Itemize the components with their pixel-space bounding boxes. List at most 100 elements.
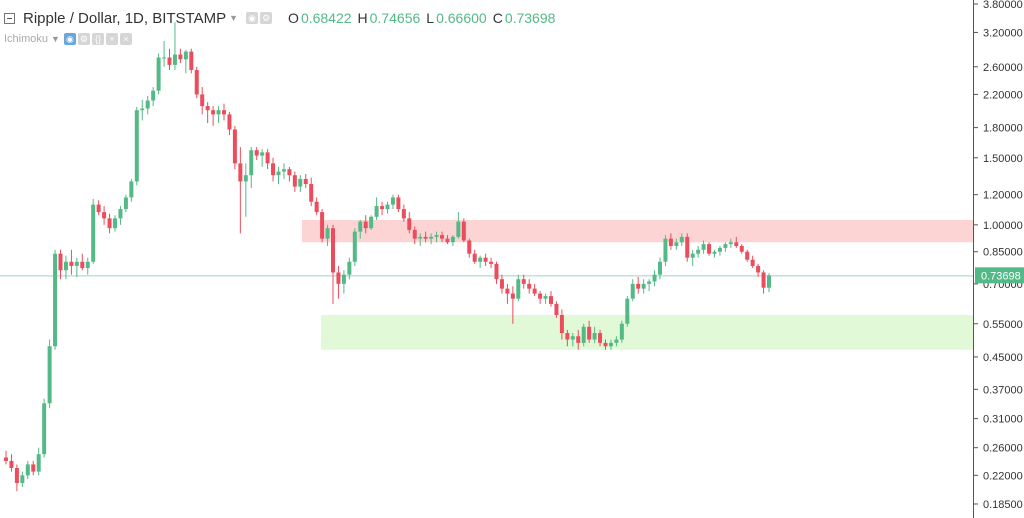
- candle: [499, 274, 504, 294]
- candle-body: [25, 464, 30, 476]
- candle-body: [717, 247, 722, 252]
- symbol-title[interactable]: Ripple / Dollar, 1D, BITSTAMP: [23, 9, 227, 27]
- candle: [102, 206, 107, 225]
- candle-body: [587, 326, 592, 340]
- candle-body: [461, 221, 466, 241]
- plus-icon[interactable]: +: [105, 33, 118, 45]
- collapse-square-icon[interactable]: [4, 12, 15, 24]
- candle-body: [767, 275, 771, 288]
- source-code-icon[interactable]: {}: [91, 33, 104, 45]
- candle: [151, 87, 156, 107]
- support-zone: [321, 314, 973, 350]
- candle-body: [630, 283, 635, 299]
- candle: [505, 283, 510, 304]
- candle-body: [663, 238, 668, 262]
- low-value: 0.66600: [436, 10, 487, 26]
- candle-body: [113, 218, 117, 229]
- candle: [461, 218, 466, 243]
- chevron-down-icon[interactable]: ▼: [229, 13, 239, 23]
- candle: [36, 447, 41, 476]
- candle-body: [516, 279, 521, 299]
- candle-body: [489, 261, 494, 264]
- candle: [478, 255, 483, 269]
- candle-body: [254, 150, 259, 156]
- eye-icon[interactable]: ◉: [246, 12, 259, 24]
- candle: [47, 339, 52, 409]
- eye-icon[interactable]: ◉: [63, 33, 76, 45]
- last-price-badge: 0.73698: [975, 267, 1024, 284]
- candle: [194, 66, 199, 99]
- candle-body: [608, 342, 613, 347]
- candle-body: [745, 251, 750, 260]
- candle: [216, 106, 221, 124]
- candle-body: [380, 206, 385, 210]
- candle-body: [47, 346, 52, 404]
- candle-body: [712, 251, 717, 254]
- candle-body: [761, 272, 766, 288]
- chevron-down-icon[interactable]: ▼: [51, 34, 60, 44]
- candle: [554, 301, 559, 318]
- candle-body: [696, 249, 701, 254]
- candle-body: [510, 293, 515, 299]
- candle-body: [641, 283, 646, 289]
- candle-body: [549, 296, 553, 304]
- price-tick-label: 0.55000: [983, 319, 1023, 331]
- price-tick-label: 0.37000: [983, 384, 1023, 396]
- symbol-legend: Ripple / Dollar, 1D, BITSTAMP ▼ ◉ ⚙ O 0.6…: [4, 8, 555, 28]
- candle: [276, 166, 281, 185]
- candle-body: [4, 457, 8, 461]
- last-price-badge-bg: [975, 267, 1024, 284]
- gear-icon[interactable]: ⚙: [77, 33, 90, 45]
- candle-body: [456, 221, 461, 237]
- candle: [767, 273, 771, 293]
- candle: [396, 194, 401, 213]
- candle: [761, 270, 766, 294]
- candle-body: [238, 163, 243, 182]
- close-icon[interactable]: ×: [119, 33, 132, 45]
- candle: [576, 329, 581, 350]
- candle: [483, 253, 488, 266]
- price-tick-label: 0.26000: [983, 443, 1023, 455]
- candle-body: [292, 175, 297, 187]
- candle-body: [36, 454, 41, 472]
- candles: [4, 22, 771, 492]
- price-axis[interactable]: 3.80000 3.20000 2.60000 2.20000 1.80000 1.500…: [973, 0, 1023, 511]
- candle: [183, 49, 188, 74]
- indicator-name[interactable]: Ichimoku: [4, 33, 49, 45]
- candle-body: [369, 216, 374, 229]
- candle: [358, 219, 363, 239]
- candle: [309, 177, 314, 207]
- candle: [74, 257, 79, 277]
- candle-body: [494, 263, 499, 280]
- candle: [663, 235, 668, 266]
- candle: [750, 255, 755, 269]
- candle: [641, 279, 646, 294]
- candle-body: [505, 288, 510, 294]
- candle-body: [80, 261, 85, 269]
- price-tick-label: 0.45000: [983, 352, 1023, 364]
- candle: [63, 255, 68, 280]
- candle-body: [374, 206, 379, 217]
- gear-icon[interactable]: ⚙: [260, 12, 273, 24]
- candle: [712, 249, 717, 258]
- candle-body: [614, 339, 619, 343]
- price-tick-label: 2.60000: [983, 62, 1023, 74]
- candle: [167, 48, 172, 70]
- candle: [652, 270, 657, 287]
- candle: [374, 197, 379, 220]
- candle: [647, 279, 652, 292]
- candle: [538, 291, 543, 304]
- candle: [53, 249, 58, 350]
- candle: [401, 204, 406, 222]
- candle: [134, 106, 139, 186]
- candle: [429, 233, 434, 245]
- candle: [232, 125, 237, 170]
- candle-body: [619, 323, 624, 340]
- candle-body: [483, 257, 488, 262]
- candle: [80, 253, 85, 271]
- candle: [96, 200, 101, 216]
- candle: [728, 238, 733, 248]
- candle: [325, 224, 330, 246]
- candle-body: [42, 403, 47, 455]
